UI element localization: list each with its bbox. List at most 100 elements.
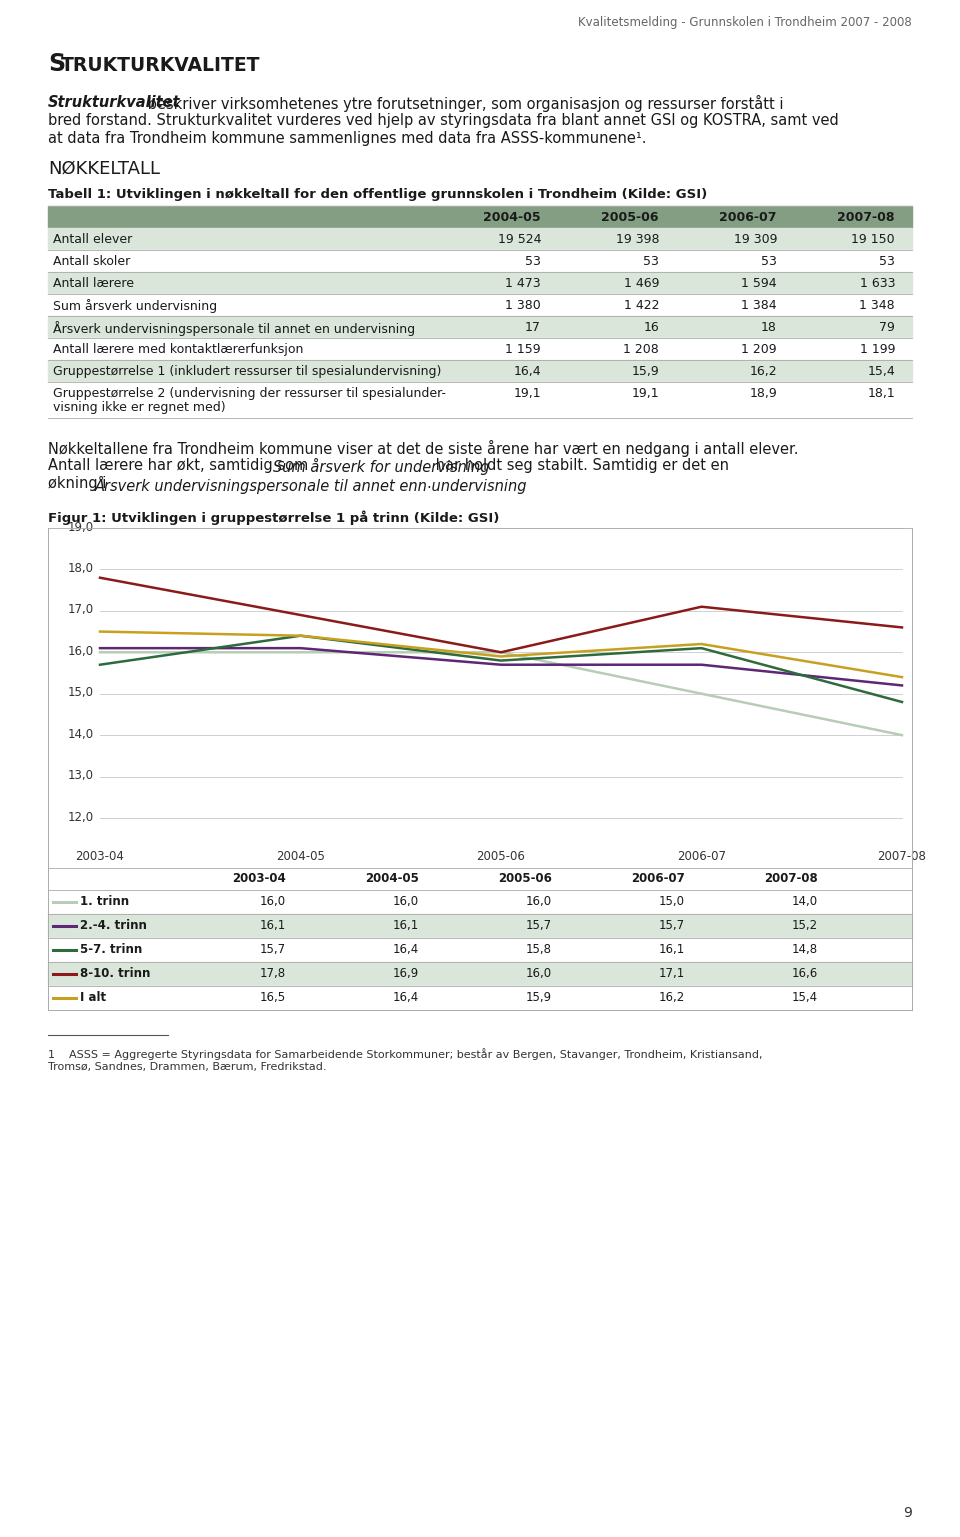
Text: 16: 16 bbox=[643, 321, 659, 334]
Text: Tabell 1: Utviklingen i nøkkeltall for den offentlige grunnskolen i Trondheim (K: Tabell 1: Utviklingen i nøkkeltall for d… bbox=[48, 188, 708, 201]
Text: 15,7: 15,7 bbox=[659, 919, 685, 931]
Bar bbox=[48, 317, 912, 338]
Bar bbox=[48, 338, 912, 360]
Text: Gruppestørrelse 1 (inkludert ressurser til spesialundervisning): Gruppestørrelse 1 (inkludert ressurser t… bbox=[53, 364, 442, 378]
Bar bbox=[48, 962, 912, 987]
Text: 16,4: 16,4 bbox=[514, 364, 541, 378]
Text: 16,0: 16,0 bbox=[526, 895, 552, 908]
Bar bbox=[48, 383, 912, 418]
Text: 17,8: 17,8 bbox=[260, 967, 286, 981]
Text: 16,4: 16,4 bbox=[393, 991, 419, 1004]
Text: 18,0: 18,0 bbox=[68, 563, 94, 575]
Text: 2006-07: 2006-07 bbox=[632, 871, 685, 885]
Text: 16,1: 16,1 bbox=[260, 919, 286, 931]
Text: 16,9: 16,9 bbox=[393, 967, 419, 981]
Text: 2007-08: 2007-08 bbox=[764, 871, 818, 885]
Text: I alt: I alt bbox=[80, 991, 107, 1004]
Text: 14,0: 14,0 bbox=[68, 727, 94, 741]
Text: 2004-05: 2004-05 bbox=[484, 211, 541, 224]
Bar bbox=[48, 294, 912, 317]
Text: 5-7. trinn: 5-7. trinn bbox=[80, 944, 142, 956]
Text: 2006-07: 2006-07 bbox=[677, 850, 726, 862]
Text: 13,0: 13,0 bbox=[68, 768, 94, 782]
Text: 15,2: 15,2 bbox=[792, 919, 818, 931]
Text: 17: 17 bbox=[525, 321, 541, 334]
Bar bbox=[48, 915, 912, 938]
Text: Antall lærere har økt, samtidig som: Antall lærere har økt, samtidig som bbox=[48, 458, 313, 473]
Text: 18,1: 18,1 bbox=[867, 387, 895, 400]
Text: Sum årsverk undervisning: Sum årsverk undervisning bbox=[53, 300, 217, 314]
Bar bbox=[48, 206, 912, 227]
Text: 19 150: 19 150 bbox=[852, 234, 895, 246]
Text: 2005-06: 2005-06 bbox=[498, 871, 552, 885]
Text: 17,0: 17,0 bbox=[68, 604, 94, 616]
Text: Figur 1: Utviklingen i gruppestørrelse 1 på trinn (Kilde: GSI): Figur 1: Utviklingen i gruppestørrelse 1… bbox=[48, 510, 499, 524]
Bar bbox=[48, 251, 912, 272]
Text: 8-10. trinn: 8-10. trinn bbox=[80, 967, 151, 981]
Text: 16,1: 16,1 bbox=[659, 944, 685, 956]
Bar bbox=[48, 938, 912, 962]
Text: Antall lærere med kontaktlærerfunksjon: Antall lærere med kontaktlærerfunksjon bbox=[53, 343, 303, 357]
Text: 15,0: 15,0 bbox=[659, 895, 685, 908]
Text: 53: 53 bbox=[525, 255, 541, 267]
Text: 12,0: 12,0 bbox=[68, 810, 94, 824]
Text: 16,0: 16,0 bbox=[393, 895, 419, 908]
Text: 2.-4. trinn: 2.-4. trinn bbox=[80, 919, 147, 931]
Text: 15,8: 15,8 bbox=[526, 944, 552, 956]
Text: 79: 79 bbox=[879, 321, 895, 334]
Text: 2007-08: 2007-08 bbox=[877, 850, 926, 862]
Text: 19,1: 19,1 bbox=[632, 387, 659, 400]
Text: 15,4: 15,4 bbox=[867, 364, 895, 378]
Text: .: . bbox=[426, 476, 431, 490]
Text: 15,9: 15,9 bbox=[526, 991, 552, 1004]
Text: S: S bbox=[48, 52, 65, 75]
Bar bbox=[48, 227, 912, 251]
Text: 1. trinn: 1. trinn bbox=[80, 895, 130, 908]
Bar bbox=[48, 890, 912, 915]
Text: 14,8: 14,8 bbox=[792, 944, 818, 956]
Text: 14,0: 14,0 bbox=[792, 895, 818, 908]
Text: 15,9: 15,9 bbox=[632, 364, 659, 378]
Text: 1 348: 1 348 bbox=[859, 300, 895, 312]
Text: 2006-07: 2006-07 bbox=[719, 211, 777, 224]
Text: 2004-05: 2004-05 bbox=[365, 871, 419, 885]
Text: Årsverk undervisningspersonale til annet enn undervisning: Årsverk undervisningspersonale til annet… bbox=[95, 476, 527, 493]
Bar bbox=[48, 272, 912, 294]
Text: 15,4: 15,4 bbox=[792, 991, 818, 1004]
Text: 1 199: 1 199 bbox=[859, 343, 895, 357]
Text: 16,0: 16,0 bbox=[260, 895, 286, 908]
Text: 15,7: 15,7 bbox=[260, 944, 286, 956]
Text: 16,1: 16,1 bbox=[393, 919, 419, 931]
Text: 18,9: 18,9 bbox=[749, 387, 777, 400]
Text: visning ikke er regnet med): visning ikke er regnet med) bbox=[53, 401, 226, 413]
Text: Årsverk undervisningspersonale til annet en undervisning: Årsverk undervisningspersonale til annet… bbox=[53, 321, 415, 337]
Bar bbox=[48, 987, 912, 1010]
Text: 2004-05: 2004-05 bbox=[276, 850, 324, 862]
Text: 2003-04: 2003-04 bbox=[232, 871, 286, 885]
Text: at data fra Trondheim kommune sammenlignes med data fra ASSS-kommunene¹.: at data fra Trondheim kommune sammenlign… bbox=[48, 131, 646, 146]
Text: 53: 53 bbox=[761, 255, 777, 267]
Text: 1 208: 1 208 bbox=[623, 343, 659, 357]
Text: 1 473: 1 473 bbox=[505, 277, 541, 290]
Text: TRUKTURKVALITET: TRUKTURKVALITET bbox=[61, 55, 260, 75]
Text: 19 398: 19 398 bbox=[615, 234, 659, 246]
Text: 2005-06: 2005-06 bbox=[476, 850, 525, 862]
Text: 16,0: 16,0 bbox=[526, 967, 552, 981]
Text: Strukturkvalitet: Strukturkvalitet bbox=[48, 95, 180, 111]
Text: 9: 9 bbox=[903, 1506, 912, 1520]
Text: 16,4: 16,4 bbox=[393, 944, 419, 956]
Text: NØKKELTALL: NØKKELTALL bbox=[48, 160, 160, 178]
Bar bbox=[48, 529, 912, 845]
Text: bred forstand. Strukturkvalitet vurderes ved hjelp av styringsdata fra blant ann: bred forstand. Strukturkvalitet vurderes… bbox=[48, 114, 839, 128]
Text: Gruppestørrelse 2 (undervisning der ressurser til spesialunder-: Gruppestørrelse 2 (undervisning der ress… bbox=[53, 387, 446, 400]
Text: 1 594: 1 594 bbox=[741, 277, 777, 290]
Text: Antall skoler: Antall skoler bbox=[53, 255, 131, 267]
Text: 2003-04: 2003-04 bbox=[76, 850, 125, 862]
Text: 19,1: 19,1 bbox=[514, 387, 541, 400]
Text: Sum årsverk for undervisning: Sum årsverk for undervisning bbox=[273, 458, 490, 475]
Text: økning i: økning i bbox=[48, 476, 111, 490]
Bar bbox=[48, 360, 912, 383]
Text: 1 469: 1 469 bbox=[623, 277, 659, 290]
Text: 16,6: 16,6 bbox=[792, 967, 818, 981]
Text: 1    ASSS = Aggregerte Styringsdata for Samarbeidende Storkommuner; består av Be: 1 ASSS = Aggregerte Styringsdata for Sam… bbox=[48, 1048, 762, 1061]
